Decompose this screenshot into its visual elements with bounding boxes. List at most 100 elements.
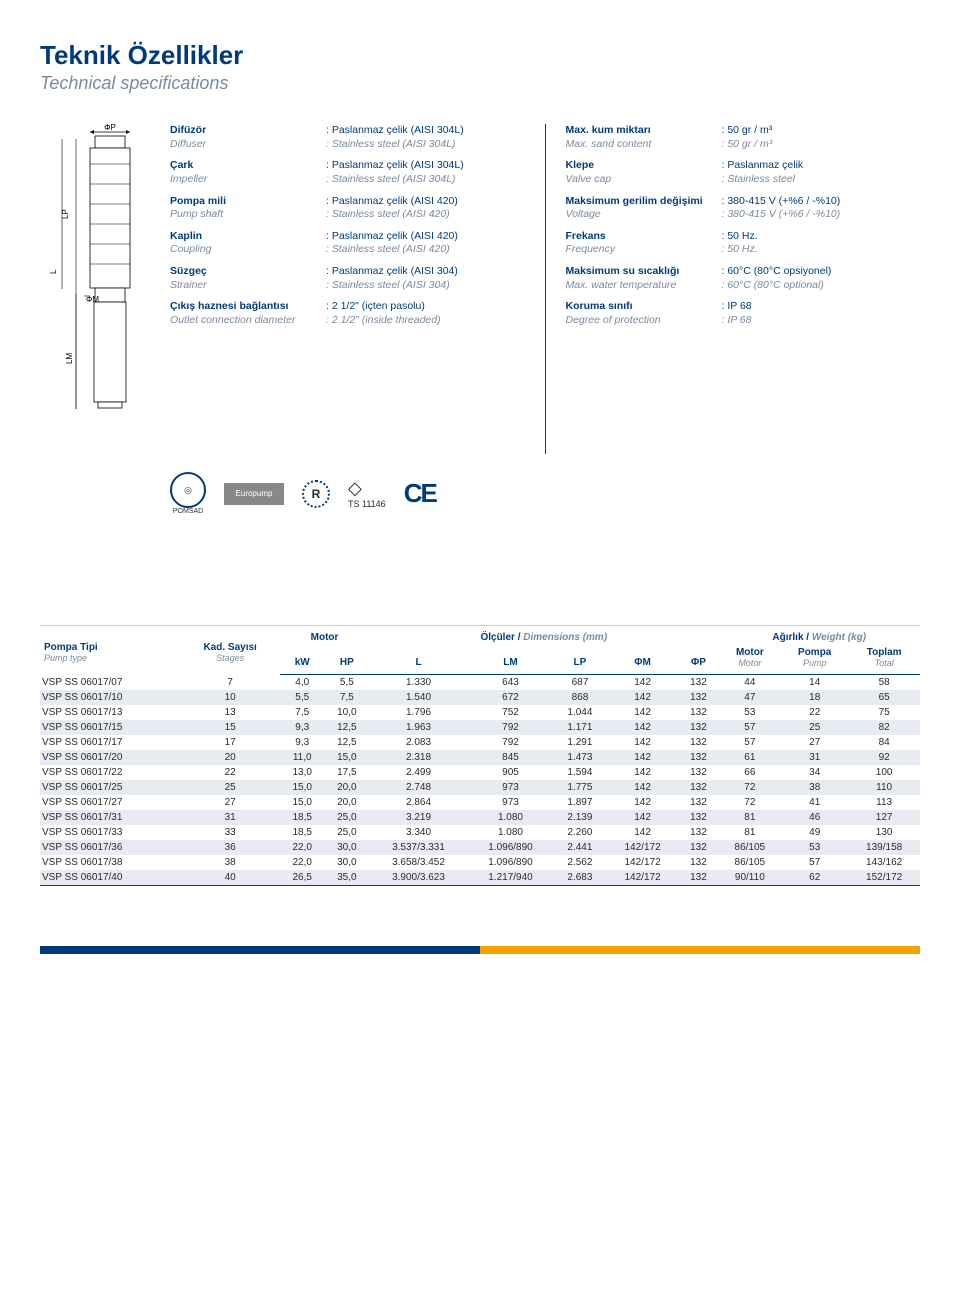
spec-value: Paslanmaz çelik (AISI 420)Stainless stee…: [326, 230, 525, 257]
cell: 82: [848, 720, 920, 735]
spec-label: Maksimum su sıcaklığıMax. water temperat…: [566, 265, 722, 292]
cell: 13: [180, 705, 280, 720]
cell: 34: [781, 765, 848, 780]
cell: 35,0: [325, 870, 370, 886]
cell: VSP SS 06017/25: [40, 780, 180, 795]
cell: 41: [781, 795, 848, 810]
cell: 905: [468, 765, 553, 780]
page: Teknik Özellikler Technical specificatio…: [0, 0, 960, 906]
cell: VSP SS 06017/20: [40, 750, 180, 765]
cell: 61: [719, 750, 782, 765]
cell: 845: [468, 750, 553, 765]
cell: VSP SS 06017/10: [40, 690, 180, 705]
spec-label: KaplinCoupling: [170, 230, 326, 257]
cell: 2.083: [369, 735, 468, 750]
cell: 40: [180, 870, 280, 886]
cell: 752: [468, 705, 553, 720]
spec-label: Maksimum gerilim değişimiVoltage: [566, 195, 722, 222]
cell: 15,0: [280, 795, 325, 810]
cell: 15,0: [280, 780, 325, 795]
main-table: Pompa Tipi Pump type Kad. Sayısı Stages …: [40, 625, 920, 886]
table-row: VSP SS 06017/222213,017,52.4999051.59414…: [40, 765, 920, 780]
cell: 1.540: [369, 690, 468, 705]
table-row: VSP SS 06017/272715,020,02.8649731.89714…: [40, 795, 920, 810]
cell: 20: [180, 750, 280, 765]
spec-value: 50 gr / m³50 gr / m³: [721, 124, 920, 151]
spec-value: Paslanmaz çelik (AISI 304L)Stainless ste…: [326, 159, 525, 186]
cell: 27: [781, 735, 848, 750]
spec-label: KlepeValve cap: [566, 159, 722, 186]
th-weight: Ağırlık / Weight (kg): [719, 626, 921, 646]
cell: 1.096/890: [468, 855, 553, 870]
cell: 139/158: [848, 840, 920, 855]
spec-label: Çıkış haznesi bağlantısıOutlet connectio…: [170, 300, 326, 327]
th-motor: Motor: [280, 626, 369, 646]
cell: 25,0: [325, 825, 370, 840]
cell: 132: [678, 780, 718, 795]
cell: 20,0: [325, 780, 370, 795]
cell: 2.748: [369, 780, 468, 795]
pump-schematic: ΦP LP L LM: [40, 124, 150, 454]
th-kw: kW: [280, 645, 325, 675]
cell: 22: [781, 705, 848, 720]
cell: 142: [607, 720, 679, 735]
cell: 18: [781, 690, 848, 705]
cell: 127: [848, 810, 920, 825]
cell: 1.044: [553, 705, 607, 720]
th-pump-type: Pompa Tipi: [44, 642, 98, 653]
cell: 2.562: [553, 855, 607, 870]
cell: 3.900/3.623: [369, 870, 468, 886]
svg-text:L: L: [49, 269, 58, 274]
cell: 132: [678, 870, 718, 886]
cell: 1.897: [553, 795, 607, 810]
cell: 57: [719, 735, 782, 750]
spec-value: 60°C (80°C opsiyonel)60°C (80°C optional…: [721, 265, 920, 292]
svg-text:LM: LM: [65, 353, 74, 364]
cell: 14: [781, 675, 848, 691]
cell: 15,0: [325, 750, 370, 765]
logo-row: ◎ POMSAD Europump R ◇ TS 11146 CE: [170, 472, 920, 515]
cell: 868: [553, 690, 607, 705]
spec-columns: DifüzörDiffuserPaslanmaz çelik (AISI 304…: [170, 124, 920, 454]
table-row: VSP SS 06017/313118,525,03.2191.0802.139…: [40, 810, 920, 825]
spec-value: IP 68IP 68: [721, 300, 920, 327]
spec-label: SüzgeçStrainer: [170, 265, 326, 292]
th-PHM: ΦM: [607, 645, 679, 675]
cell: 142: [607, 735, 679, 750]
cell: 110: [848, 780, 920, 795]
th-L: L: [369, 645, 468, 675]
cell: 3.219: [369, 810, 468, 825]
cell: 31: [781, 750, 848, 765]
cell: 3.658/3.452: [369, 855, 468, 870]
cell: 792: [468, 735, 553, 750]
spec-row: KaplinCouplingPaslanmaz çelik (AISI 420)…: [170, 230, 525, 257]
th-LP: LP: [553, 645, 607, 675]
cell: 132: [678, 690, 718, 705]
cell: 142: [607, 795, 679, 810]
spec-value: Paslanmaz çelik (AISI 304L)Stainless ste…: [326, 124, 525, 151]
table-row: VSP SS 06017/10105,57,51.540672868142132…: [40, 690, 920, 705]
cell: 9,3: [280, 735, 325, 750]
spec-value: Paslanmaz çelik (AISI 304)Stainless stee…: [326, 265, 525, 292]
cell: 672: [468, 690, 553, 705]
cell: VSP SS 06017/36: [40, 840, 180, 855]
th-motor-w: MotorMotor: [719, 645, 782, 675]
cell: 92: [848, 750, 920, 765]
table-row: VSP SS 06017/383822,030,03.658/3.4521.09…: [40, 855, 920, 870]
cell: 31: [180, 810, 280, 825]
cell: 30,0: [325, 855, 370, 870]
cell: 1.171: [553, 720, 607, 735]
th-stages: Kad. Sayısı: [203, 642, 256, 653]
cell: 2.139: [553, 810, 607, 825]
cell: 1.080: [468, 810, 553, 825]
cell: 132: [678, 750, 718, 765]
svg-text:ΦM: ΦM: [86, 295, 99, 304]
spec-row: Koruma sınıfıDegree of protectionIP 68IP…: [566, 300, 921, 327]
cell: 1.080: [468, 825, 553, 840]
pomsad-logo: ◎ POMSAD: [170, 472, 206, 515]
cell: 9,3: [280, 720, 325, 735]
cell: 142: [607, 750, 679, 765]
cell: 132: [678, 735, 718, 750]
cell: 15: [180, 720, 280, 735]
cell: 86/105: [719, 840, 782, 855]
